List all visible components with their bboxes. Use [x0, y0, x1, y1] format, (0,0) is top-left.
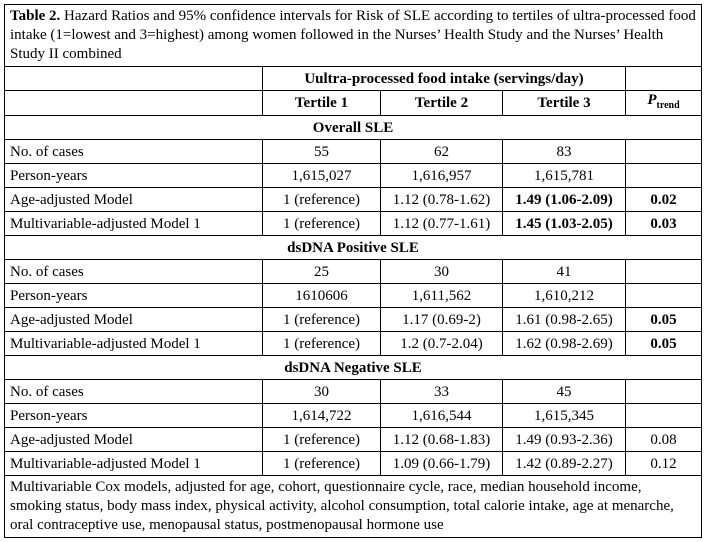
- column-header: Tertile 1: [262, 90, 381, 116]
- value-cell: 1.61 (0.98-2.65): [502, 307, 626, 332]
- value-cell: 1,615,345: [502, 403, 626, 428]
- p-symbol: P: [647, 92, 657, 108]
- section-row: dsDNA Negative SLE: [3, 355, 703, 380]
- value-cell: 1,615,781: [502, 163, 626, 188]
- data-row: Person-years 1610606 1,611,562 1,610,212: [4, 283, 703, 308]
- section-row: Overall SLE: [3, 115, 703, 140]
- group-header: Uultra-processed food intake (servings/d…: [262, 66, 626, 91]
- value-cell: 30: [262, 379, 381, 404]
- value-cell: 45: [502, 379, 626, 404]
- caption-text: Hazard Ratios and 95% confidence interva…: [10, 8, 696, 62]
- group-header-row: Uultra-processed food intake (servings/d…: [4, 66, 703, 91]
- value-cell: 1 (reference): [262, 451, 381, 476]
- row-label: Age-adjusted Model: [4, 307, 263, 332]
- value-cell: 41: [502, 259, 626, 284]
- value-cell: 0.12: [624, 451, 703, 476]
- row-label: Person-years: [4, 283, 263, 308]
- data-row: No. of cases 55 62 83: [4, 139, 703, 164]
- value-cell: 1,610,212: [502, 283, 626, 308]
- value-cell: 1610606: [262, 283, 381, 308]
- section-title: dsDNA Negative SLE: [3, 355, 703, 380]
- value-cell: 1 (reference): [262, 211, 381, 236]
- empty-cell: [624, 403, 703, 428]
- column-header-row: Tertile 1 Tertile 2 Tertile 3 Ptrend: [4, 90, 703, 116]
- row-label: No. of cases: [4, 139, 263, 164]
- column-header: Tertile 2: [380, 90, 503, 116]
- empty-cell: [624, 66, 703, 91]
- column-header: Tertile 3: [502, 90, 626, 116]
- row-label: Age-adjusted Model: [4, 187, 263, 212]
- value-cell: 1,615,027: [262, 163, 381, 188]
- empty-cell: [624, 139, 703, 164]
- value-cell: 33: [380, 379, 503, 404]
- section-title: Overall SLE: [3, 115, 703, 140]
- value-cell: 1.17 (0.69-2): [380, 307, 503, 332]
- data-row: No. of cases 30 33 45: [4, 379, 703, 404]
- row-label: Person-years: [4, 403, 263, 428]
- value-cell: 30: [380, 259, 503, 284]
- empty-cell: [624, 163, 703, 188]
- value-cell: 0.05: [624, 307, 703, 332]
- value-cell: 1.42 (0.89-2.27): [502, 451, 626, 476]
- row-label: Multivariable-adjusted Model 1: [4, 331, 263, 356]
- value-cell: 1,616,544: [380, 403, 503, 428]
- value-cell: 1.09 (0.66-1.79): [380, 451, 503, 476]
- value-cell: 1.62 (0.98-2.69): [502, 331, 626, 356]
- empty-cell: [624, 379, 703, 404]
- value-cell: 25: [262, 259, 381, 284]
- data-row: Age-adjusted Model 1 (reference) 1.12 (0.7…: [4, 187, 703, 212]
- value-cell: 1 (reference): [262, 427, 381, 452]
- value-cell: 1.12 (0.68-1.83): [380, 427, 503, 452]
- value-cell: 62: [380, 139, 503, 164]
- row-label: Person-years: [4, 163, 263, 188]
- data-row: Person-years 1,615,027 1,616,957 1,615,781: [4, 163, 703, 188]
- caption: Table 2. Hazard Ratios and 95% confidenc…: [3, 4, 703, 67]
- empty-cell: [4, 90, 263, 116]
- row-label: No. of cases: [4, 259, 263, 284]
- value-cell: 0.08: [624, 427, 703, 452]
- value-cell: 1 (reference): [262, 307, 381, 332]
- value-cell: 1.45 (1.03-2.05): [502, 211, 626, 236]
- section-title: dsDNA Positive SLE: [3, 235, 703, 260]
- value-cell: 1,614,722: [262, 403, 381, 428]
- value-cell: 1,616,957: [380, 163, 503, 188]
- row-label: Age-adjusted Model: [4, 427, 263, 452]
- data-row: No. of cases 25 30 41: [4, 259, 703, 284]
- value-cell: 1.12 (0.77-1.61): [380, 211, 503, 236]
- section-row: dsDNA Positive SLE: [3, 235, 703, 260]
- value-cell: 1.49 (1.06-2.09): [502, 187, 626, 212]
- caption-row: Table 2. Hazard Ratios and 95% confidenc…: [3, 4, 703, 67]
- value-cell: 0.02: [624, 187, 703, 212]
- value-cell: 83: [502, 139, 626, 164]
- value-cell: 1.2 (0.7-2.04): [380, 331, 503, 356]
- value-cell: 1.12 (0.78-1.62): [380, 187, 503, 212]
- value-cell: 1.49 (0.93-2.36): [502, 427, 626, 452]
- data-row: Age-adjusted Model 1 (reference) 1.12 (0.6…: [4, 427, 703, 452]
- results-table: Table 2. Hazard Ratios and 95% confidenc…: [3, 4, 703, 538]
- p-subscript: trend: [656, 100, 680, 111]
- value-cell: 1,611,562: [380, 283, 503, 308]
- caption-label: Table 2.: [10, 8, 61, 24]
- value-cell: 1 (reference): [262, 187, 381, 212]
- data-row: Age-adjusted Model 1 (reference) 1.17 (0.6…: [4, 307, 703, 332]
- value-cell: 55: [262, 139, 381, 164]
- footnote: Multivariable Cox models, adjusted for a…: [3, 475, 703, 538]
- value-cell: 0.05: [624, 331, 703, 356]
- value-cell: 1 (reference): [262, 331, 381, 356]
- row-label: No. of cases: [4, 379, 263, 404]
- empty-cell: [624, 259, 703, 284]
- row-label: Multivariable-adjusted Model 1: [4, 211, 263, 236]
- value-cell: 0.03: [624, 211, 703, 236]
- footnote-row: Multivariable Cox models, adjusted for a…: [3, 475, 703, 538]
- p-trend-header: Ptrend: [624, 90, 703, 116]
- empty-cell: [624, 283, 703, 308]
- row-label: Multivariable-adjusted Model 1: [4, 451, 263, 476]
- data-row: Person-years 1,614,722 1,616,544 1,615,345: [4, 403, 703, 428]
- empty-cell: [4, 66, 263, 91]
